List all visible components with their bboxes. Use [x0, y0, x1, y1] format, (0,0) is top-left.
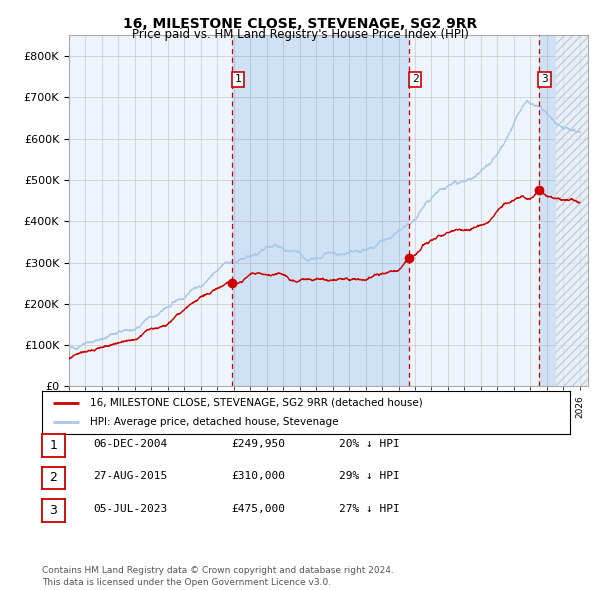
Text: 2: 2 — [412, 74, 419, 84]
Text: 06-DEC-2004: 06-DEC-2004 — [93, 439, 167, 448]
Text: 16, MILESTONE CLOSE, STEVENAGE, SG2 9RR: 16, MILESTONE CLOSE, STEVENAGE, SG2 9RR — [123, 17, 477, 31]
Text: Price paid vs. HM Land Registry's House Price Index (HPI): Price paid vs. HM Land Registry's House … — [131, 28, 469, 41]
Text: 1: 1 — [49, 439, 58, 452]
Bar — [232, 35, 409, 386]
Text: HPI: Average price, detached house, Stevenage: HPI: Average price, detached house, Stev… — [89, 417, 338, 427]
Text: 27-AUG-2015: 27-AUG-2015 — [93, 471, 167, 481]
Text: 3: 3 — [541, 74, 548, 84]
Text: 20% ↓ HPI: 20% ↓ HPI — [339, 439, 400, 448]
Text: £249,950: £249,950 — [231, 439, 285, 448]
Text: 29% ↓ HPI: 29% ↓ HPI — [339, 471, 400, 481]
Bar — [556, 35, 588, 386]
Text: 2: 2 — [49, 471, 58, 484]
Text: 05-JUL-2023: 05-JUL-2023 — [93, 504, 167, 513]
Text: £475,000: £475,000 — [231, 504, 285, 513]
Text: 16, MILESTONE CLOSE, STEVENAGE, SG2 9RR (detached house): 16, MILESTONE CLOSE, STEVENAGE, SG2 9RR … — [89, 398, 422, 408]
Text: 3: 3 — [49, 504, 58, 517]
Text: £310,000: £310,000 — [231, 471, 285, 481]
Text: 27% ↓ HPI: 27% ↓ HPI — [339, 504, 400, 513]
Text: Contains HM Land Registry data © Crown copyright and database right 2024.
This d: Contains HM Land Registry data © Crown c… — [42, 566, 394, 587]
Bar — [539, 35, 588, 386]
Text: 1: 1 — [235, 74, 242, 84]
